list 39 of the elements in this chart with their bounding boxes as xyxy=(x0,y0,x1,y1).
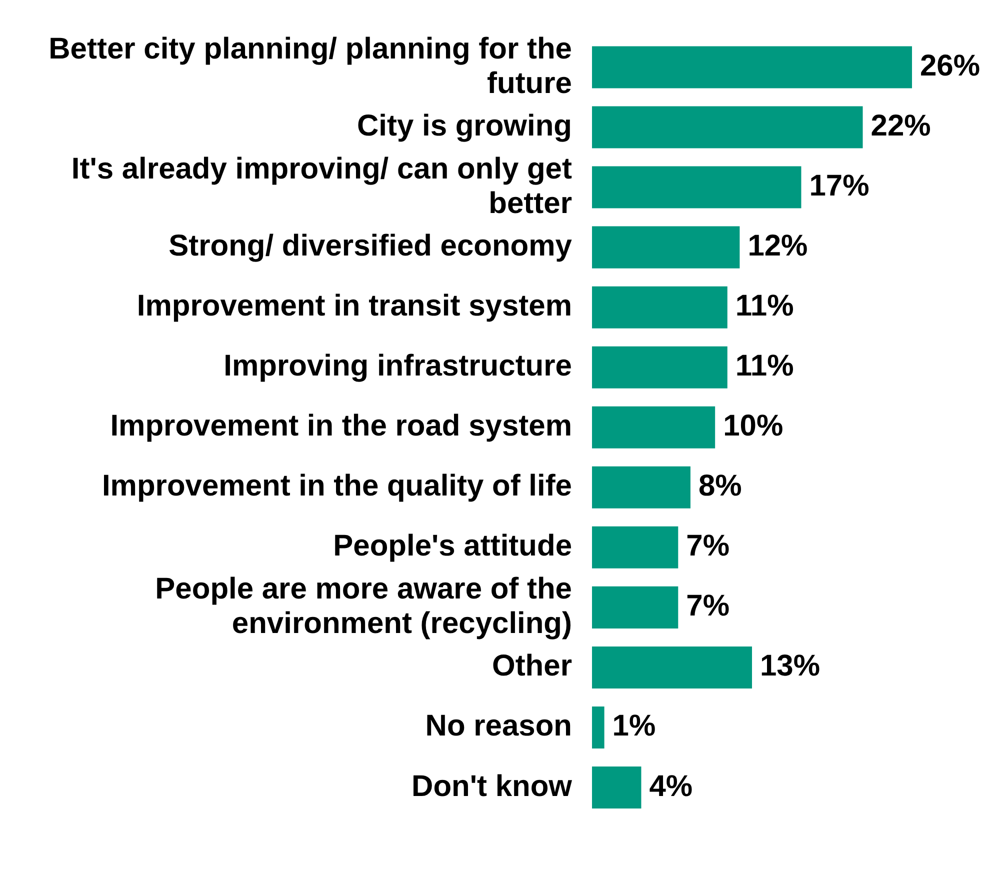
data-label: 22% xyxy=(870,110,931,143)
data-label: 11% xyxy=(735,350,794,383)
y-tick-label: People's attitude xyxy=(333,530,572,563)
data-label: 10% xyxy=(723,410,784,443)
y-tick-label: Better city planning/ planning for the future xyxy=(48,32,572,100)
y-tick-label: Improvement in the road system xyxy=(110,410,572,443)
y-tick-label: Improvement in the quality of life xyxy=(102,470,572,503)
bar xyxy=(592,286,728,328)
data-label: 12% xyxy=(748,230,808,263)
y-tick-label: Other xyxy=(492,650,572,683)
data-label: 26% xyxy=(920,50,980,83)
data-label: 13% xyxy=(760,650,820,683)
y-tick-label: No reason xyxy=(425,710,572,743)
bar xyxy=(592,766,642,808)
data-label: 1% xyxy=(612,710,656,743)
bar xyxy=(592,46,912,88)
bar xyxy=(592,646,752,688)
bar xyxy=(592,166,802,208)
bar xyxy=(592,346,728,388)
y-tick-label: Improvement in transit system xyxy=(136,290,572,323)
bar xyxy=(592,706,604,748)
data-label: 11% xyxy=(735,290,794,323)
y-tick-label: It's already improving/ can only get better xyxy=(71,152,572,220)
y-tick-label: People are more aware of the environment (recycling) xyxy=(155,572,572,640)
data-label: 8% xyxy=(698,470,742,503)
y-tick-label: Improving infrastructure xyxy=(224,350,572,383)
data-label: 17% xyxy=(809,170,870,203)
data-label: 7% xyxy=(686,590,730,623)
data-label: 4% xyxy=(649,770,693,803)
y-tick-label: Strong/ diversified economy xyxy=(168,230,572,263)
bar xyxy=(592,226,740,268)
data-label: 7% xyxy=(686,530,730,563)
y-tick-label: Don't know xyxy=(412,770,573,803)
bar xyxy=(592,406,716,448)
bar xyxy=(592,586,678,628)
bar xyxy=(592,466,690,508)
bar xyxy=(592,526,678,568)
bar xyxy=(592,106,863,148)
y-tick-label: City is growing xyxy=(356,110,572,143)
